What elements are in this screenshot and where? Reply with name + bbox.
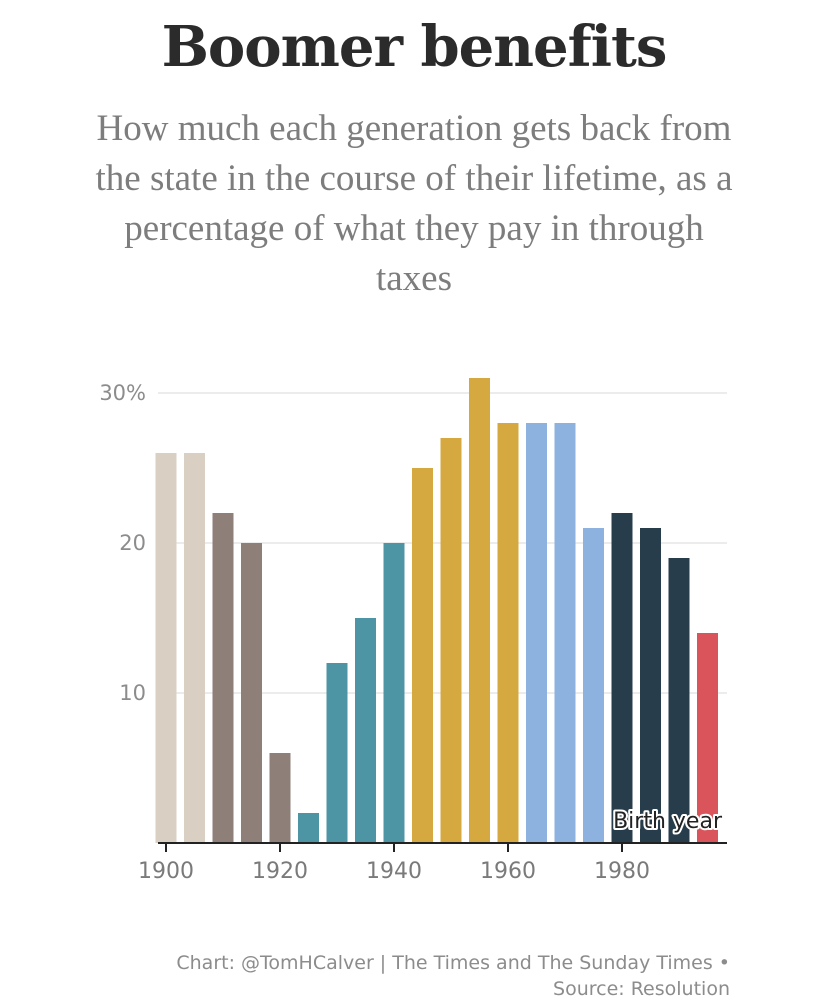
bar-1920	[269, 753, 291, 843]
x-tick-label: 1980	[594, 859, 650, 884]
x-tick-label: 1960	[480, 859, 536, 884]
x-tick-label: 1920	[252, 859, 308, 884]
x-tick-label: 1940	[366, 859, 422, 884]
y-tick-label: 10	[119, 681, 146, 705]
bar-1910	[212, 513, 234, 843]
bar-1955	[469, 378, 490, 843]
bar-1950	[440, 438, 462, 843]
bar-1990	[668, 558, 690, 843]
bar-chart: 10 20 30% 1900 1920 1940 1960 1980 Birth year	[99, 378, 727, 884]
bar-1930	[326, 663, 348, 843]
bar-1960	[497, 423, 519, 843]
bar-1900	[155, 453, 177, 843]
credit-line-2: Source: Resolution	[553, 978, 730, 1000]
chart-title: Boomer benefits	[161, 14, 668, 80]
bar-1905	[184, 453, 205, 843]
chart-subtitle: How much each generation gets back from …	[95, 108, 733, 299]
bar-1980	[611, 513, 633, 843]
x-axis-label: Birth year	[613, 809, 723, 834]
y-tick-label: 30%	[99, 381, 146, 405]
bar-1945	[412, 468, 433, 843]
bar-1985	[640, 528, 661, 843]
bar-1935	[355, 618, 376, 843]
bar-1995	[697, 633, 718, 843]
chart-credit: Chart: @TomHCalver | The Times and The S…	[30, 950, 730, 1002]
bar-1915	[241, 543, 262, 843]
credit-line-1: Chart: @TomHCalver | The Times and The S…	[176, 952, 730, 974]
bar-1940	[383, 543, 405, 843]
bar-1975	[583, 528, 604, 843]
y-tick-label: 20	[119, 531, 146, 555]
bar-1970	[554, 423, 576, 843]
bar-1965	[526, 423, 547, 843]
bar-1925	[298, 813, 319, 843]
x-tick-label: 1900	[138, 859, 194, 884]
